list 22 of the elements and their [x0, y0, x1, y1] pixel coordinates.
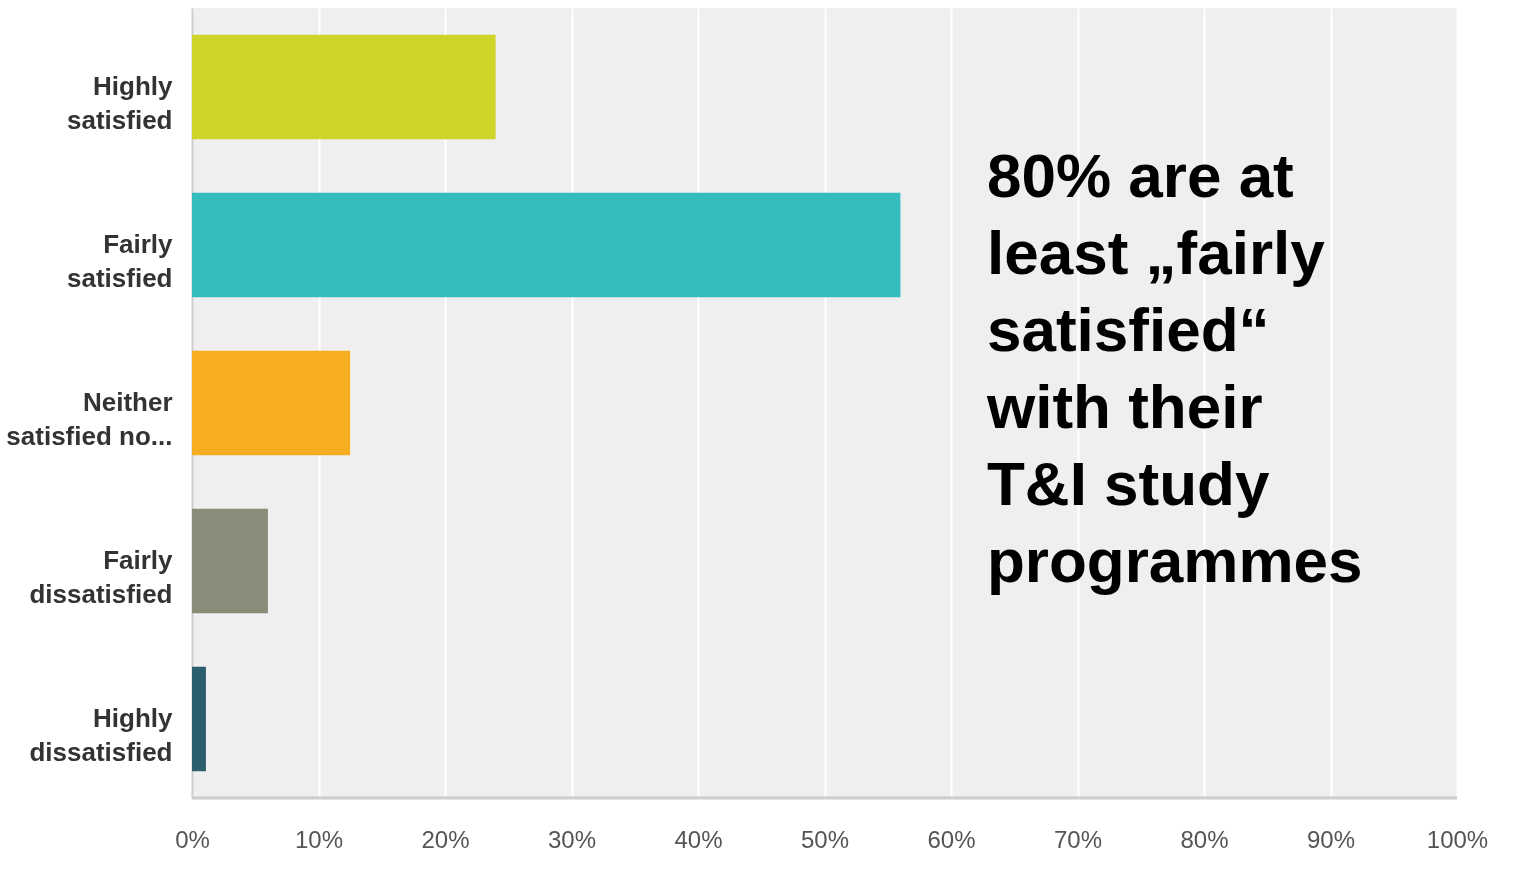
- x-tick-label: 100%: [1426, 825, 1489, 853]
- y-tick-label: Highly satisfied: [67, 71, 174, 135]
- x-tick-label: 40%: [674, 825, 723, 853]
- bar: [192, 192, 901, 298]
- x-tick-label: 50%: [800, 825, 850, 853]
- bar: [192, 508, 268, 614]
- x-tick-label: 10%: [294, 825, 344, 853]
- x-tick-label: 30%: [547, 825, 597, 853]
- x-tick-label: 70%: [1053, 825, 1103, 853]
- bar: [192, 666, 206, 772]
- bar: [192, 34, 496, 140]
- x-tick-label: 20%: [421, 825, 470, 853]
- x-tick-label: 0%: [175, 825, 210, 853]
- annotation: 80% are at least „fairly satisfied“ with their T&I study programmes: [986, 141, 1363, 595]
- y-tick-label: Fairly satisfied: [67, 229, 174, 293]
- bar: [192, 350, 351, 456]
- x-tick-label: 60%: [927, 825, 976, 853]
- x-tick-label: 90%: [1306, 825, 1356, 853]
- y-tick-label: Neither satisfied no...: [6, 387, 173, 451]
- y-tick-label: Fairly dissatisfied: [29, 545, 174, 609]
- y-tick-label: Highly dissatisfied: [29, 703, 174, 767]
- x-tick-label: 80%: [1180, 825, 1229, 853]
